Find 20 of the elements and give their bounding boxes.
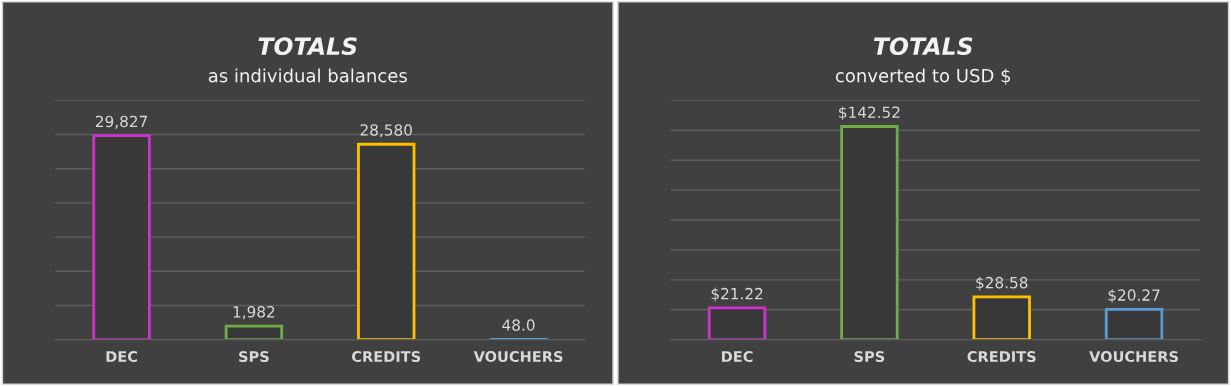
x-tick-label: DEC bbox=[106, 351, 138, 363]
data-label: 48.0 bbox=[502, 319, 535, 331]
data-label: $21.22 bbox=[711, 287, 763, 302]
data-label: $142.52 bbox=[839, 106, 900, 121]
chart-subtitle: converted to USD $ bbox=[835, 68, 1011, 85]
x-tick-label: VOUCHERS bbox=[473, 351, 563, 363]
data-label: 28,580 bbox=[360, 124, 412, 138]
x-tick-label: VOUCHERS bbox=[1089, 351, 1178, 363]
data-label: 29,827 bbox=[95, 115, 147, 129]
chart-title: TOTALS bbox=[873, 37, 973, 56]
data-label: $20.27 bbox=[1108, 289, 1160, 303]
x-tick-label: CREDITS bbox=[967, 351, 1036, 363]
chart-title: TOTALS bbox=[258, 37, 357, 56]
x-tick-label: SPS bbox=[239, 351, 269, 363]
x-tick-label: DEC bbox=[722, 351, 753, 363]
chart-subtitle: as individual balances bbox=[208, 68, 407, 83]
x-tick-label: SPS bbox=[854, 351, 885, 363]
data-label: 1,982 bbox=[233, 306, 275, 320]
data-label: $28.58 bbox=[976, 276, 1028, 291]
x-tick-label: CREDITS bbox=[352, 351, 421, 363]
